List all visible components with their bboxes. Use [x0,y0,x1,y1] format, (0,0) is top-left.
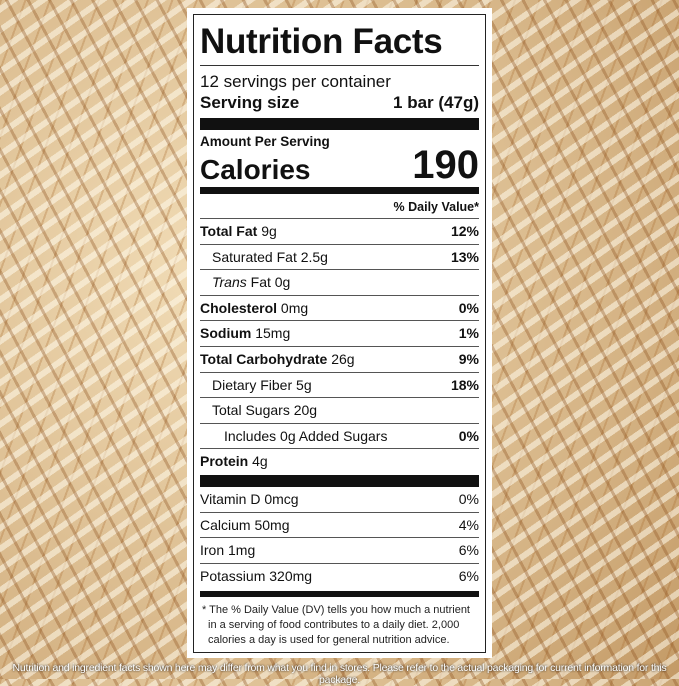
nutrient-dv: 1% [458,325,479,342]
nutrition-panel: Nutrition Facts 12 servings per containe… [187,8,492,658]
nutrient-row-protein: Protein 4g [200,449,479,475]
nutrient-dv: 0% [458,299,479,316]
daily-value-footnote: * The % Daily Value (DV) tells you how m… [202,604,470,647]
vitamin-name: Vitamin D [200,490,261,507]
vitamin-name: Iron [200,542,225,559]
vitamin-amount: 50mg [254,516,290,533]
packaging-disclaimer: Nutrition and ingredient facts shown her… [12,662,667,686]
daily-value-header: % Daily Value* [200,196,479,219]
nutrient-dv: 18% [450,376,479,393]
divider-medium [200,187,479,194]
nutrition-facts-label: Nutrition Facts 12 servings per containe… [193,14,486,653]
nutrient-row-total-carbohydrate: Total Carbohydrate 26g 9% [200,347,479,373]
divider-thick [200,118,479,130]
nutrient-row-total-fat: Total Fat 9g 12% [200,219,479,245]
serving-size: Serving size 1 bar (47g) [200,92,479,114]
nutrient-row-added-sugars: Includes 0g Added Sugars 0% [200,424,479,450]
nutrient-name: Total Fat [200,223,258,239]
nutrient-amount: 26g [331,350,355,367]
nutrient-row-dietary-fiber: Dietary Fiber 5g 18% [200,373,479,399]
vitamin-amount: 320mg [269,567,313,584]
nutrient-name: Trans [212,274,247,291]
amount-per-serving: Amount Per Serving [200,134,330,149]
vitamin-dv: 6% [458,567,479,584]
vitamin-amount: 0mcg [264,490,299,507]
calories-label: Calories [200,154,311,185]
vitamin-row-potassium: Potassium 320mg 6% [200,564,479,590]
nutrient-name: Sodium [200,325,252,342]
nutrient-amount: 5g [296,376,312,393]
vitamin-dv: 0% [458,490,479,507]
nutrient-name: Protein [200,453,249,470]
serving-size-value: 1 bar (47g) [393,93,479,112]
label-title: Nutrition Facts [200,21,479,66]
nutrient-row-sodium: Sodium 15mg 1% [200,321,479,347]
nutrient-name: Saturated Fat [212,248,297,265]
vitamin-name: Potassium [200,567,266,584]
servings-per-container: 12 servings per container [200,72,391,91]
nutrient-row-trans-fat: Trans Fat 0g [200,270,479,296]
nutrient-name: Dietary Fiber [212,376,293,393]
nutrient-name-suffix: Fat [250,274,271,291]
nutrient-dv: 9% [458,350,479,367]
nutrient-amount: 0mg [280,299,309,316]
nutrient-dv: 12% [450,223,479,239]
vitamin-dv: 6% [458,542,479,559]
vitamin-row-iron: Iron 1mg 6% [200,538,479,564]
nutrient-name: Total Carbohydrate [200,350,328,367]
vitamin-row-vitamin-d: Vitamin D 0mcg 0% [200,487,479,513]
nutrient-name: Total Sugars [212,402,290,419]
divider-thick [200,474,479,487]
nutrient-amount: 4g [252,453,268,470]
nutrient-amount: 15mg [255,325,291,342]
vitamin-row-calcium: Calcium 50mg 4% [200,513,479,539]
vitamin-name: Calcium [200,516,251,533]
vitamin-dv: 4% [458,516,479,533]
nutrient-row-cholesterol: Cholesterol 0mg 0% [200,296,479,322]
nutrient-amount: 0g [274,274,291,291]
nutrient-amount: 2.5g [300,248,328,265]
nutrient-row-saturated-fat: Saturated Fat 2.5g 13% [200,245,479,271]
nutrient-name: Cholesterol [200,299,278,316]
nutrient-dv: 13% [450,248,479,265]
nutrient-amount: 9g [261,223,277,239]
nutrient-name: Includes 0g Added Sugars [224,427,388,444]
divider-medium [200,591,479,598]
calories-row: Calories 190 [200,145,479,185]
nutrient-amount: 20g [293,402,318,419]
nutrient-row-total-sugars: Total Sugars 20g [200,398,479,424]
nutrient-dv: 0% [458,427,479,444]
serving-size-label: Serving size [200,93,300,112]
vitamin-amount: 1mg [228,542,256,559]
calories-value: 190 [412,143,479,187]
